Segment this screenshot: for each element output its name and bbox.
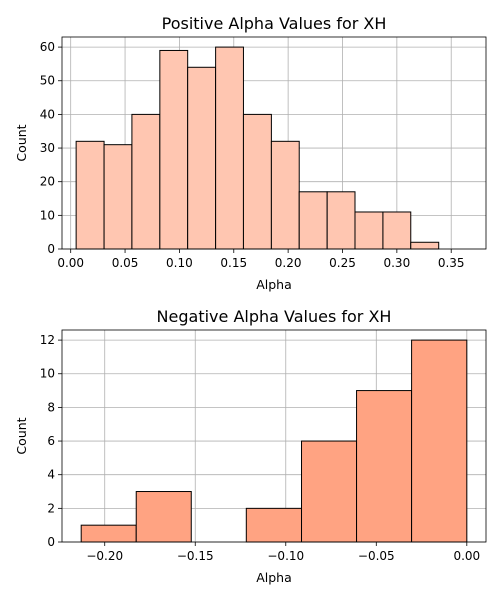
histogram-bar bbox=[326, 191, 356, 250]
x-tick-label: −0.20 bbox=[86, 549, 123, 563]
y-tick-label: 20 bbox=[40, 175, 55, 189]
histogram-bar bbox=[242, 113, 272, 250]
y-tick-label: 2 bbox=[47, 501, 55, 515]
y-tick-label: 10 bbox=[40, 208, 55, 222]
histogram-bar bbox=[80, 524, 137, 543]
y-tick-label: 4 bbox=[47, 468, 55, 482]
x-tick-label: 0.30 bbox=[383, 256, 410, 270]
x-tick-label: 0.00 bbox=[453, 549, 480, 563]
x-tick-label: 0.25 bbox=[329, 256, 356, 270]
histogram-bar bbox=[298, 191, 328, 250]
x-axis-label: Alpha bbox=[256, 277, 292, 292]
histogram-bar bbox=[135, 491, 192, 543]
y-axis-label: Count bbox=[14, 124, 29, 161]
histogram-bar bbox=[270, 140, 300, 250]
histogram-bar bbox=[411, 339, 468, 543]
chart-title: Negative Alpha Values for XH bbox=[157, 307, 392, 326]
y-tick-label: 40 bbox=[40, 107, 55, 121]
bars bbox=[80, 339, 468, 543]
x-axis-label: Alpha bbox=[256, 570, 292, 585]
y-tick-label: 10 bbox=[40, 367, 55, 381]
x-tick-label: 0.05 bbox=[112, 256, 139, 270]
plot-frame bbox=[61, 36, 487, 250]
histogram-bar bbox=[187, 66, 217, 250]
y-tick-label: 6 bbox=[47, 434, 55, 448]
x-tick-label: 0.15 bbox=[220, 256, 247, 270]
histogram-bar bbox=[410, 241, 440, 250]
y-tick-label: 30 bbox=[40, 141, 55, 155]
histogram-bar bbox=[354, 211, 384, 250]
y-tick-label: 0 bbox=[47, 242, 55, 256]
y-tick-label: 60 bbox=[40, 40, 55, 54]
x-tick-label: 0.10 bbox=[166, 256, 193, 270]
histogram-bar bbox=[159, 49, 189, 250]
y-tick-label: 50 bbox=[40, 74, 55, 88]
chart-title: Positive Alpha Values for XH bbox=[162, 14, 387, 33]
histogram-bar bbox=[382, 211, 412, 250]
plot-frame bbox=[61, 329, 487, 543]
y-tick-label: 12 bbox=[40, 333, 55, 347]
bars bbox=[75, 46, 440, 250]
x-tick-label: −0.10 bbox=[267, 549, 304, 563]
histogram-bar bbox=[131, 113, 161, 250]
y-axis-label: Count bbox=[14, 417, 29, 454]
positive-alpha-histogram: Positive Alpha Values for XH Alpha Count… bbox=[14, 14, 487, 292]
x-tick-label: 0.00 bbox=[57, 256, 84, 270]
x-tick-label: 0.20 bbox=[275, 256, 302, 270]
x-tick-label: −0.05 bbox=[358, 549, 395, 563]
y-tick-label: 8 bbox=[47, 400, 55, 414]
x-tick-label: −0.15 bbox=[177, 549, 214, 563]
negative-alpha-histogram: Negative Alpha Values for XH Alpha Count… bbox=[14, 307, 487, 585]
histogram-bar bbox=[245, 507, 303, 543]
histogram-bar bbox=[75, 140, 105, 250]
histogram-bar bbox=[215, 46, 244, 250]
x-tick-label: 0.35 bbox=[438, 256, 465, 270]
y-tick-label: 0 bbox=[47, 535, 55, 549]
histogram-bar bbox=[356, 390, 413, 543]
histogram-bar bbox=[103, 144, 133, 250]
histogram-bar bbox=[301, 440, 358, 543]
